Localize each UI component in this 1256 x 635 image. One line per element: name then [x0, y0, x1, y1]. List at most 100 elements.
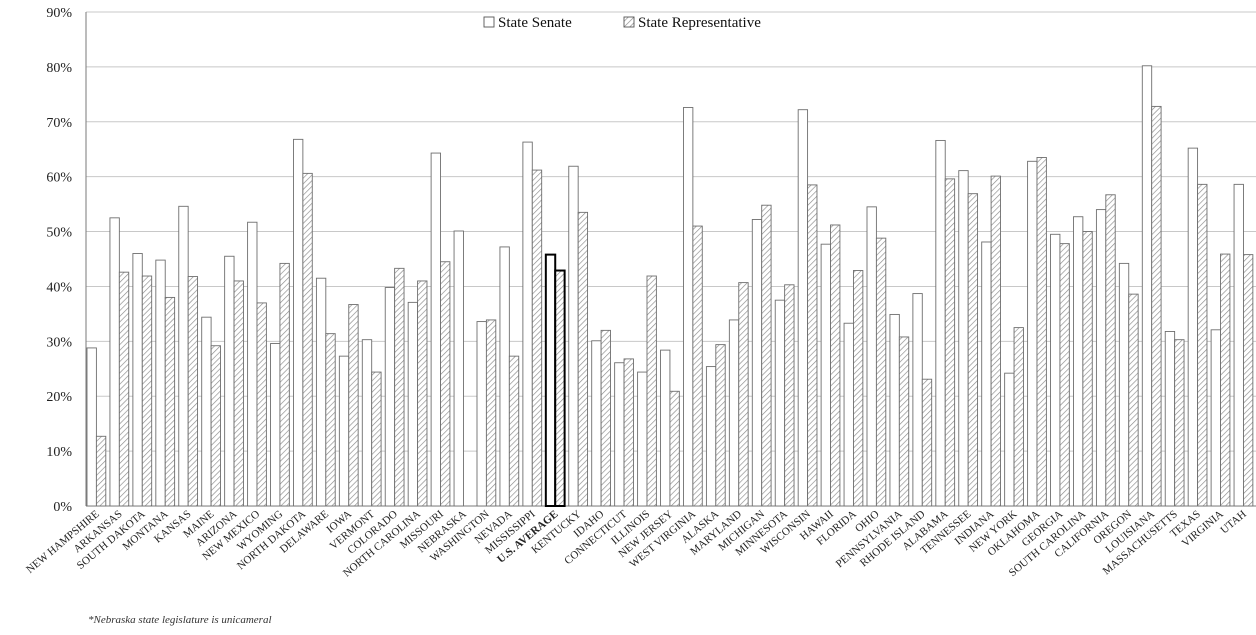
bar-representative — [875, 237, 887, 507]
bar-representative — [95, 435, 107, 507]
bar-representative — [1174, 339, 1185, 507]
bar-senate — [614, 362, 625, 507]
bar-senate — [751, 219, 763, 507]
y-tick-label: 20% — [46, 390, 72, 405]
x-tick-label: UTAH — [1218, 508, 1248, 536]
bar-representative — [1105, 194, 1116, 507]
bar-representative — [990, 175, 1001, 507]
bar-representative — [531, 169, 543, 507]
bar-representative — [141, 275, 153, 507]
bar-representative — [623, 358, 634, 507]
bar-senate — [361, 339, 373, 507]
bar-representative — [967, 193, 979, 507]
bar-representative — [371, 371, 382, 507]
bar-representative — [256, 302, 267, 507]
y-tick-label: 90% — [46, 6, 72, 21]
bar-senate — [155, 259, 166, 507]
y-tick-label: 70% — [46, 116, 72, 131]
bar-senate — [683, 107, 694, 507]
bar-representative — [715, 344, 726, 507]
legend-swatch — [483, 16, 495, 28]
bar-representative — [853, 270, 864, 507]
bar-senate — [293, 138, 304, 507]
bar-senate — [1073, 216, 1084, 507]
bar-representative — [761, 204, 772, 507]
bar-representative — [738, 282, 749, 507]
bar-representative — [554, 269, 566, 507]
bar-senate — [476, 321, 487, 507]
bar-senate — [1141, 65, 1153, 507]
bar-senate — [981, 241, 992, 507]
bar-representative — [944, 178, 956, 507]
bar-senate — [384, 287, 396, 507]
bar-representative — [325, 333, 336, 507]
footnote: *Nebraska state legislature is unicamera… — [88, 614, 272, 626]
bars — [86, 65, 1254, 507]
bar-representative — [417, 280, 428, 507]
bar-senate — [637, 371, 648, 507]
y-tick-label: 80% — [46, 61, 72, 76]
bar-representative — [279, 262, 290, 507]
bar-representative — [921, 378, 933, 507]
bar-senate — [178, 205, 189, 507]
y-tick-label: 0% — [53, 500, 72, 515]
bar-senate — [201, 316, 212, 507]
y-tick-label: 50% — [46, 226, 72, 241]
bar-senate — [544, 253, 557, 507]
bar-representative — [669, 390, 680, 507]
bar-senate — [109, 217, 120, 507]
bar-senate — [843, 322, 854, 507]
bar-representative — [508, 355, 520, 507]
bar-senate — [1187, 147, 1199, 507]
y-tick-label: 40% — [46, 280, 72, 295]
bar-senate — [522, 141, 533, 507]
bar-senate — [705, 366, 717, 507]
legend: State Senate State Representative — [483, 15, 761, 31]
bar-senate — [591, 340, 602, 507]
bar-senate — [407, 301, 419, 507]
bar-representative — [1036, 157, 1047, 507]
bar-representative — [302, 172, 313, 507]
bar-senate — [1095, 209, 1107, 507]
bar-senate — [1050, 233, 1061, 507]
bar-senate — [1027, 160, 1038, 507]
bar-senate — [1004, 372, 1015, 507]
bar-senate — [132, 253, 143, 507]
y-axis: 0% 10% 20% 30% 40% 50% 60% 70% 80% 90% — [46, 6, 87, 515]
bar-representative — [233, 280, 244, 507]
legend-label: State Senate — [498, 15, 572, 31]
bar-representative — [118, 271, 130, 507]
bar-representative — [1151, 105, 1162, 507]
bar-representative — [1220, 253, 1231, 507]
y-tick-label: 60% — [46, 171, 72, 186]
legend-label: State Representative — [638, 15, 761, 31]
bar-representative — [210, 345, 221, 507]
bar-representative — [1197, 183, 1208, 507]
bar-senate — [797, 109, 809, 507]
bar-representative — [784, 284, 795, 507]
bar-senate — [247, 221, 258, 507]
y-tick-label: 30% — [46, 335, 72, 350]
y-tick-label: 10% — [46, 445, 72, 460]
bar-representative — [485, 319, 497, 507]
bar-representative — [646, 275, 657, 507]
bar-senate — [1118, 262, 1130, 507]
bar-senate — [224, 255, 235, 507]
bar-senate — [728, 319, 740, 507]
bar-representative — [898, 336, 910, 507]
bar-representative — [440, 261, 451, 507]
bar-senate — [774, 299, 786, 507]
bar-senate — [453, 230, 464, 507]
bar-senate — [338, 355, 350, 507]
bar-senate — [889, 313, 900, 507]
bar-representative — [1082, 231, 1093, 507]
bar-senate — [958, 170, 969, 507]
bar-representative — [830, 224, 841, 507]
bar-senate — [1233, 183, 1244, 507]
bar-senate — [86, 347, 97, 507]
legend-swatch — [623, 16, 635, 28]
bar-senate — [660, 349, 671, 507]
bar-senate — [499, 246, 510, 507]
bar-representative — [1059, 243, 1070, 507]
bar-senate — [430, 152, 441, 507]
